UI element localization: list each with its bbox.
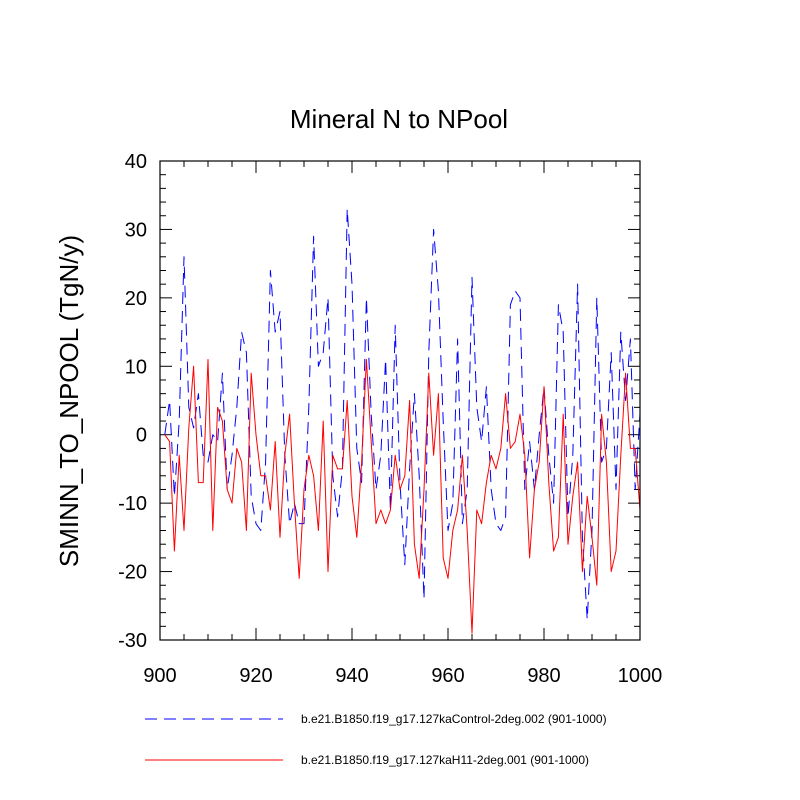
y-tick-label: 40 <box>125 151 147 173</box>
x-tick-label: 920 <box>239 665 272 687</box>
y-axis-label: SMINN_TO_NPOOL (TgN/y) <box>54 235 84 567</box>
series-line-control <box>164 208 641 620</box>
axis-tick-labels: 900 920 940 960 980 1000 -30 -20 -10 0 10 20 30 40 <box>118 151 662 687</box>
y-tick-label: 30 <box>125 219 147 241</box>
axis-ticks <box>159 160 641 641</box>
x-tick-label: 900 <box>143 665 176 687</box>
x-tick-label: 980 <box>527 665 560 687</box>
x-tick-label: 960 <box>431 665 464 687</box>
y-tick-label: -30 <box>118 630 147 652</box>
y-tick-label: -10 <box>118 493 147 515</box>
legend-label-1: b.e21.B1850.f19_g17.127kaH11-2deg.001 (9… <box>301 753 589 767</box>
x-tick-label: 1000 <box>618 665 663 687</box>
plot-frame <box>159 160 641 641</box>
legend: b.e21.B1850.f19_g17.127kaControl-2deg.00… <box>145 712 607 767</box>
x-tick-label: 940 <box>335 665 368 687</box>
y-tick-label: 20 <box>125 288 147 310</box>
series-layer <box>164 208 641 634</box>
y-tick-label: 0 <box>136 425 147 447</box>
series-line-h11 <box>164 358 641 634</box>
chart-title: Mineral N to NPool <box>290 104 508 134</box>
legend-label-0: b.e21.B1850.f19_g17.127kaControl-2deg.00… <box>301 712 607 726</box>
y-tick-label: 10 <box>125 356 147 378</box>
y-tick-label: -20 <box>118 562 147 584</box>
